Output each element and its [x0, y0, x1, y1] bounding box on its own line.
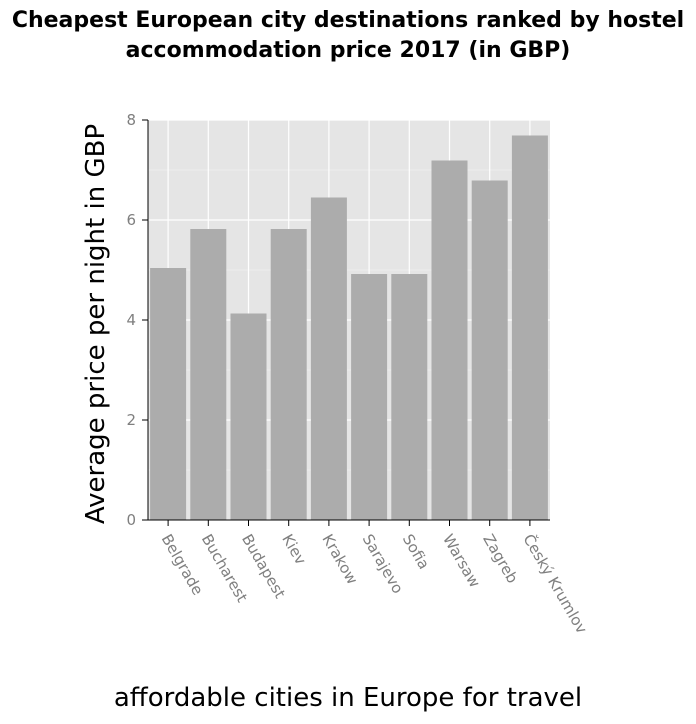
x-axis-label: affordable cities in Europe for travel [114, 683, 582, 713]
bar-sofia [391, 274, 428, 520]
bar-sarajevo [351, 274, 388, 520]
bar-kiev [270, 229, 307, 520]
bar-bucharest [190, 229, 227, 520]
x-tick-label: Kiev [278, 531, 310, 568]
x-tick-label: Sofia [399, 531, 433, 572]
y-tick-label: 6 [126, 211, 136, 229]
x-tick-label: Warsaw [439, 531, 484, 591]
y-tick-label: 0 [126, 511, 136, 529]
bar-belgrade [150, 268, 187, 520]
chart-title: Cheapest European city destinations rank… [11, 8, 685, 63]
y-axis-label: Average price per night in GBP [81, 124, 111, 524]
bar-zagreb [471, 180, 508, 520]
bar--esk-krumlov [511, 135, 548, 520]
x-tick-label: Krakow [318, 531, 361, 587]
y-tick-label: 4 [126, 311, 136, 329]
x-tick-label: Zagreb [479, 531, 521, 586]
x-tick-label: Český Krumlov [519, 531, 591, 637]
bar-budapest [230, 313, 267, 520]
y-tick-label: 8 [126, 111, 136, 129]
bars [150, 135, 548, 520]
bar-warsaw [431, 160, 468, 520]
bar-krakow [310, 197, 347, 520]
y-tick-label: 2 [126, 411, 136, 429]
